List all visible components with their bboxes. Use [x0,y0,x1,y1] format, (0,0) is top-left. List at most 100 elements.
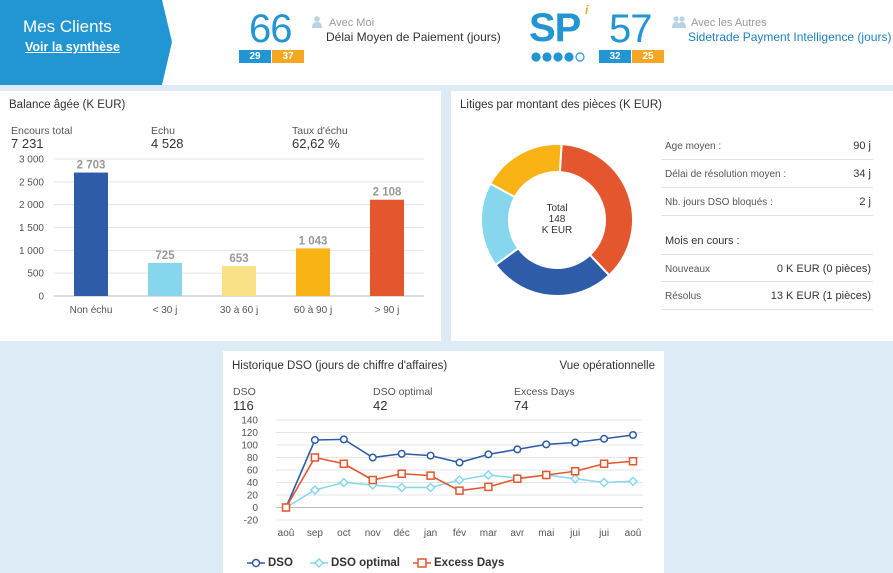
data-point [628,457,638,466]
rating-dot [575,52,585,62]
data-point [396,482,407,493]
x-tick-label: déc [394,528,410,539]
donut-total-unit: K EUR [541,225,573,236]
x-tick-label: 60 à 90 j [294,305,332,316]
data-point [628,430,638,440]
mes-clients-title: Mes Clients [23,17,112,36]
y-tick-label: 40 [247,478,259,489]
x-tick-label: nov [365,528,381,539]
x-tick-label: avr [510,528,525,539]
age-moyen-label: Age moyen : [665,141,722,152]
echu-label: Echu [151,125,175,137]
data-point [368,453,377,462]
data-point [455,458,464,467]
dso-value: 116 [233,398,254,413]
dmp-sub-value-blue: 29 [239,50,271,63]
taux-echu-value: 62,62 % [292,136,340,151]
x-tick-label: aoû [278,528,295,539]
spi-value: 57 [609,7,652,51]
data-point [571,438,580,447]
info-icon[interactable]: i [585,3,589,17]
mes-clients-tile[interactable]: Mes Clients Voir la synthèse [0,0,172,85]
dmp-label: Délai Moyen de Paiement (jours) [326,30,501,44]
legend-dso-marker [247,558,265,568]
y-tick-label: 140 [241,416,258,427]
resolus-label: Résolus [665,291,702,302]
data-point [309,484,320,496]
excess-days-label: Excess Days [514,386,575,398]
litiges-panel: Litiges par montant des pièces (K EUR) [451,91,893,341]
donut-slice [488,143,563,199]
y-tick-label: 500 [27,269,44,280]
data-point [570,467,580,476]
nouveaux-value: 0 K EUR (0 pièces) [776,263,871,275]
rating-dot [542,52,552,62]
y-tick-label: 1 500 [19,223,44,234]
bar-data-label: 2 108 [373,187,402,199]
taux-echu-label: Taux d'échu [292,125,348,137]
data-point [425,482,436,493]
x-tick-label: < 30 j [153,305,178,316]
vue-operationnelle-link[interactable]: Vue opérationnelle [559,360,655,372]
data-point [426,451,435,460]
data-point [542,440,551,449]
sp-logo: SP [529,6,581,50]
x-tick-label: 30 à 60 j [220,305,258,316]
legend-dso-optimal-label[interactable]: DSO optimal [331,557,401,569]
x-tick-label: mar [480,528,498,539]
table-row: Résolus 13 K EUR (1 pièces) [661,282,873,310]
legend-dso-label[interactable]: DSO [268,557,293,569]
dmp-sub-value-orange: 37 [272,50,304,63]
data-point [600,434,609,443]
encours-total-value: 7 231 [11,136,44,151]
bar-data-label: 725 [155,250,175,262]
rating-dot [553,52,563,62]
y-tick-label: 60 [247,466,259,477]
echu-value: 4 528 [151,136,184,151]
data-point [426,471,435,480]
rating-dots [531,52,585,62]
bar [148,262,182,296]
y-tick-label: 80 [247,453,259,464]
data-point [310,453,320,462]
voir-synthese-link[interactable]: Voir la synthèse [25,40,120,54]
litiges-donut-chart [480,143,634,297]
bar [296,248,330,296]
avec-moi-caption: Avec Moi [329,17,375,29]
y-tick-label: -20 [244,516,259,527]
age-moyen-value: 90 j [853,140,871,152]
data-point [542,470,551,480]
historique-dso-panel: Historique DSO (jours de chiffre d'affai… [223,351,664,573]
data-point [339,459,349,468]
data-point [281,503,291,512]
encours-total-label: Encours total [11,125,73,137]
spi-label[interactable]: Sidetrade Payment Intelligence (jours) [688,30,892,44]
x-tick-label: > 90 j [375,305,400,316]
table-row: Nb. jours DSO bloqués : 2 j [661,188,873,216]
y-tick-label: 0 [38,292,44,303]
legend-excess-days-marker [413,558,431,568]
spi-sub-value-orange: 25 [632,50,664,63]
donut-total-value: 148 [548,214,566,225]
data-point [627,476,639,487]
x-tick-label: jui [569,528,580,539]
data-point [338,477,349,488]
data-point [599,459,609,468]
y-tick-label: 2 500 [19,177,44,188]
donut-slice [558,143,634,277]
data-point [310,435,319,445]
legend-excess-days-label[interactable]: Excess Days [434,557,505,569]
donut-center-label: Total 148 K EUR [531,203,583,236]
dso-bloques-value: 2 j [859,196,871,208]
data-point [368,475,377,485]
x-tick-label: aoû [625,528,642,539]
data-point [513,445,522,454]
mes-clients-arrow-shape [0,0,172,85]
y-tick-label: 0 [252,503,258,514]
y-tick-label: 3 000 [19,155,44,166]
data-point [484,482,493,492]
bar-data-label: 653 [229,253,248,265]
rating-dot [564,52,574,62]
table-row: Nouveaux 0 K EUR (0 pièces) [661,254,873,282]
